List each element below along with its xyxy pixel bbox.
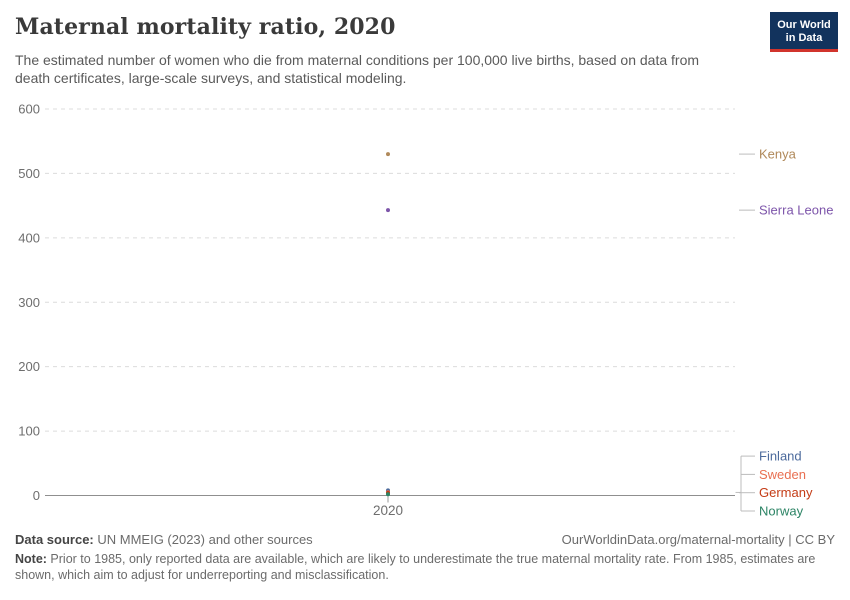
entity-label-sierra-leone: Sierra Leone bbox=[759, 203, 833, 218]
entity-label-finland: Finland bbox=[759, 449, 802, 464]
x-tick-label: 2020 bbox=[373, 503, 403, 518]
entity-label-norway: Norway bbox=[759, 504, 804, 519]
note-text: Prior to 1985, only reported data are av… bbox=[15, 552, 816, 582]
y-tick-label: 300 bbox=[18, 295, 40, 310]
entity-label-germany: Germany bbox=[759, 485, 813, 500]
y-tick-label: 0 bbox=[33, 488, 40, 503]
data-point-sierra-leone bbox=[386, 208, 390, 213]
footer-source-row: Data source: UN MMEIG (2023) and other s… bbox=[15, 532, 835, 547]
note-label: Note: bbox=[15, 552, 47, 566]
owid-logo: Our World in Data bbox=[770, 12, 838, 52]
footer-note: Note: Prior to 1985, only reported data … bbox=[15, 552, 829, 583]
data-source-label: Data source: bbox=[15, 532, 94, 547]
data-point-norway bbox=[386, 492, 390, 497]
y-tick-label: 200 bbox=[18, 359, 40, 374]
y-tick-label: 500 bbox=[18, 166, 40, 181]
data-point-kenya bbox=[386, 152, 390, 157]
chart-subtitle: The estimated number of women who die fr… bbox=[15, 52, 700, 86]
owid-logo-line1: Our World bbox=[777, 19, 831, 31]
page-title: Maternal mortality ratio, 2020 bbox=[15, 14, 396, 40]
data-source: Data source: UN MMEIG (2023) and other s… bbox=[15, 532, 313, 547]
y-tick-label: 600 bbox=[18, 102, 40, 117]
y-tick-label: 100 bbox=[18, 424, 40, 439]
entity-label-kenya: Kenya bbox=[759, 147, 797, 162]
owid-logo-line2: in Data bbox=[785, 32, 823, 44]
y-tick-label: 400 bbox=[18, 230, 40, 245]
entity-label-sweden: Sweden bbox=[759, 467, 806, 482]
attribution: OurWorldinData.org/maternal-mortality | … bbox=[561, 532, 835, 547]
data-source-text: UN MMEIG (2023) and other sources bbox=[93, 532, 313, 547]
